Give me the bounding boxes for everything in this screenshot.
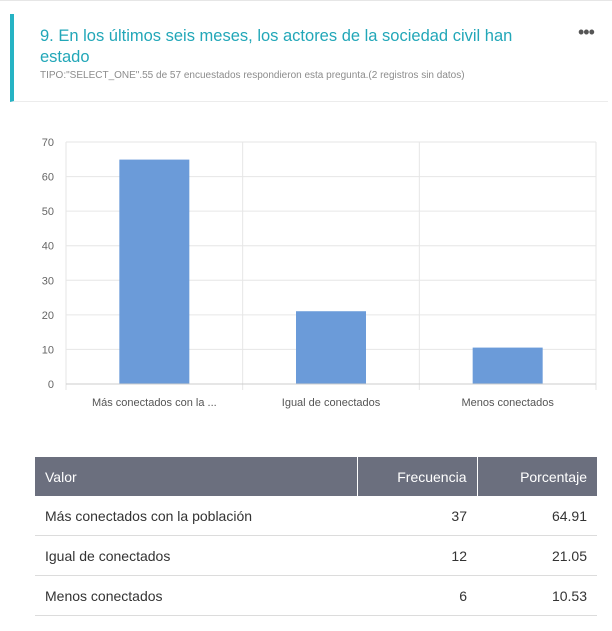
bar <box>119 159 190 384</box>
cell-porcentaje: 21.05 <box>477 535 597 576</box>
cell-valor: Igual de conectados <box>35 535 357 576</box>
y-tick-label: 0 <box>48 379 54 391</box>
top-divider <box>0 0 612 1</box>
x-tick-label: Más conectados con la ... <box>92 397 217 409</box>
y-tick-label: 60 <box>42 172 54 184</box>
header-valor: Valor <box>35 457 357 496</box>
cell-valor: Más conectados con la población <box>35 496 357 536</box>
table-row: Menos conectados 6 10.53 <box>35 575 597 616</box>
header-porcentaje: Porcentaje <box>476 457 597 496</box>
cell-frecuencia: 12 <box>357 535 477 576</box>
cell-frecuencia: 6 <box>357 575 477 616</box>
y-tick-label: 30 <box>42 275 54 287</box>
table-header-row: Valor Frecuencia Porcentaje <box>35 457 597 496</box>
question-title: 9. En los últimos seis meses, los actore… <box>40 27 513 66</box>
bar <box>296 311 366 384</box>
cell-frecuencia: 37 <box>357 496 477 536</box>
cell-porcentaje: 64.91 <box>477 496 597 536</box>
y-tick-label: 50 <box>42 206 54 218</box>
x-tick-label: Igual de conectados <box>282 397 381 409</box>
frequency-table: Valor Frecuencia Porcentaje Más conectad… <box>35 457 597 616</box>
question-header: 9. En los últimos seis meses, los actore… <box>10 14 608 102</box>
y-tick-label: 70 <box>42 137 54 149</box>
y-tick-label: 10 <box>42 344 54 356</box>
table-row: Igual de conectados 12 21.05 <box>35 535 597 576</box>
question-meta: TIPO:"SELECT_ONE".55 de 57 encuestados r… <box>40 70 465 81</box>
bar-chart: 0 10 20 30 40 50 60 70 Más conectados con la ...… <box>0 128 612 418</box>
cell-porcentaje: 10.53 <box>477 575 597 616</box>
more-horizontal-icon[interactable]: ••• <box>578 22 595 42</box>
bar-chart-svg: 0 10 20 30 40 50 60 70 Más conectados con la ...… <box>42 137 597 409</box>
frequency-table-wrapper: Valor Frecuencia Porcentaje Más conectad… <box>35 457 597 616</box>
bar <box>472 347 543 384</box>
x-tick-label: Menos conectados <box>461 397 554 409</box>
y-tick-label: 20 <box>42 310 54 322</box>
table-row: Más conectados con la población 37 64.91 <box>35 496 597 536</box>
cell-valor: Menos conectados <box>35 575 357 616</box>
y-tick-label: 40 <box>42 241 54 253</box>
header-frecuencia: Frecuencia <box>356 457 477 496</box>
